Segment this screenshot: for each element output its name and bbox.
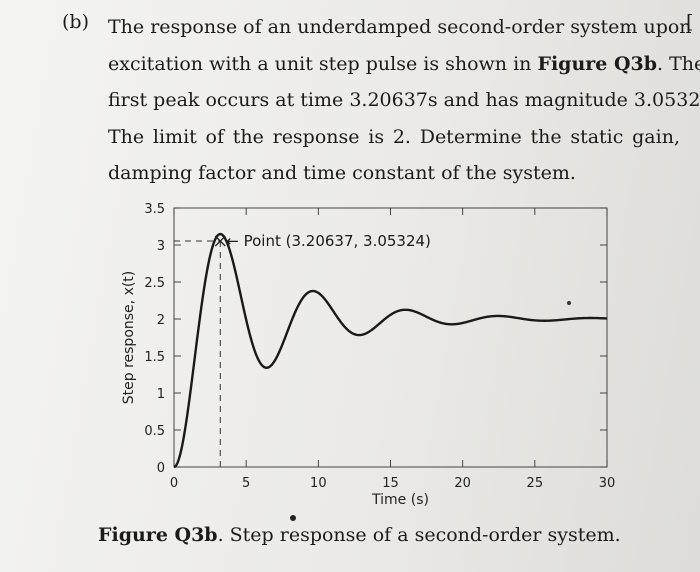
stray-mark <box>567 301 571 305</box>
y-tick-label: 0 <box>157 461 165 476</box>
question-line-5: damping factor and time constant of the … <box>108 162 576 184</box>
caption-text: . Step response of a second-order system… <box>217 524 621 546</box>
question-line-3: first peak occurs at time 3.20637s and h… <box>108 89 700 111</box>
y-tick-label: 3.5 <box>144 202 165 217</box>
question-text: The response of an underdamped second-or… <box>108 9 700 192</box>
caption-bullet-dot <box>290 515 296 521</box>
y-tick-label: 1.5 <box>144 350 165 365</box>
x-tick-label: 10 <box>310 476 327 491</box>
x-axis-label: Time (s) <box>371 492 429 508</box>
x-tick-label: 30 <box>599 476 616 491</box>
y-tick-label: 2 <box>157 313 165 328</box>
figure-reference: Figure Q3b <box>537 52 658 75</box>
question-label: (b) <box>62 11 89 33</box>
x-tick-label: 25 <box>527 476 544 491</box>
x-tick-label: 5 <box>242 476 250 491</box>
y-tick-label: 3 <box>157 239 165 254</box>
question-line-1: The response of an underdamped second-or… <box>108 16 692 38</box>
peak-annotation: ← Point (3.20637, 3.05324) <box>226 232 431 250</box>
caption-label: Figure Q3b <box>98 524 218 546</box>
peak-marker <box>214 235 226 247</box>
question-line-2-tail: . The <box>657 52 700 75</box>
x-tick-label: 20 <box>454 476 471 491</box>
y-tick-label: 2.5 <box>144 276 165 291</box>
y-tick-label: 0.5 <box>144 424 165 439</box>
y-tick-label: 1 <box>157 387 165 402</box>
y-axis-label: Step response, x(t) <box>121 271 137 405</box>
chart-ticks: 0 5 10 15 20 25 30 0 0.5 1 1.5 2 2.5 3 3.5 <box>144 202 615 491</box>
question-line-2: excitation with a unit step pulse is sho… <box>108 46 700 83</box>
question-line-2-text: excitation with a unit step pulse is sho… <box>108 52 532 75</box>
figure-caption: Figure Q3b. Step response of a second-or… <box>98 524 621 546</box>
response-curve <box>173 232 608 469</box>
chart-plot <box>173 232 608 469</box>
margin-mark: [ <box>686 11 694 33</box>
question-line-4: The limit of the response is 2. Determin… <box>108 125 680 148</box>
x-tick-label: 0 <box>170 476 178 491</box>
x-tick-label: 15 <box>382 476 399 491</box>
